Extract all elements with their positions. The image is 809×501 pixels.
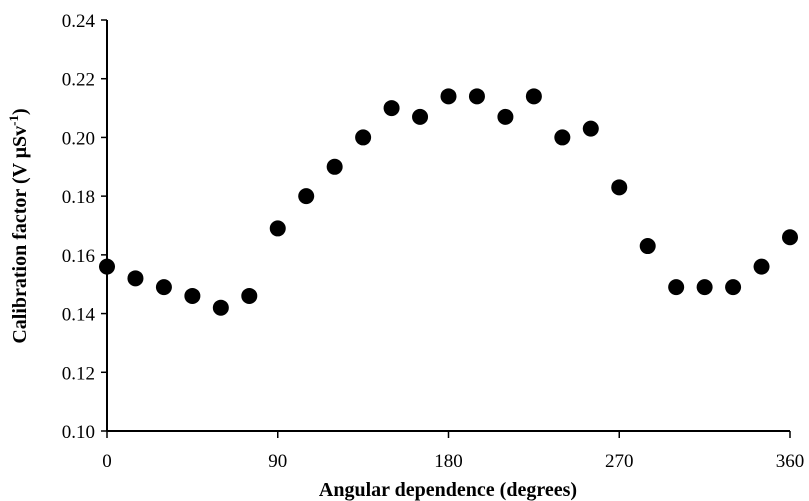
x-tick-label: 90 (268, 451, 287, 472)
data-point (184, 287, 201, 304)
data-point (497, 108, 514, 125)
y-tick-label: 0.10 (62, 422, 95, 443)
y-axis-title-tail: ) (9, 108, 31, 115)
data-point (155, 279, 172, 296)
data-point (639, 238, 656, 255)
data-point (468, 88, 485, 105)
x-tick-label: 0 (102, 451, 112, 472)
data-point (525, 88, 542, 105)
data-point (127, 270, 144, 287)
data-point (212, 299, 229, 316)
y-tick-label: 0.18 (62, 187, 95, 208)
data-point (611, 179, 628, 196)
data-point (668, 279, 685, 296)
y-ticks: 0.10 0.12 0.14 0.16 0.18 0.20 0.22 0.24 (62, 11, 107, 443)
y-axis-title: Calibration factor (V μSv-1) (6, 108, 31, 343)
x-tick-label: 360 (776, 451, 805, 472)
y-tick-label: 0.16 (62, 246, 95, 267)
data-point (554, 129, 571, 146)
y-axis-title-sup: -1 (6, 115, 21, 126)
y-axis-title-main: Calibration factor (V μSv (9, 126, 31, 344)
x-ticks: 0 90 180 270 360 (102, 431, 804, 472)
y-tick-label: 0.24 (62, 11, 96, 32)
data-point (298, 188, 315, 205)
x-tick-label: 180 (434, 451, 463, 472)
data-point (582, 120, 599, 137)
plot-area: 0.10 0.12 0.14 0.16 0.18 0.20 0.22 0.24 0 90 180 2… (62, 11, 805, 472)
data-point (782, 229, 798, 246)
data-point (696, 279, 713, 296)
data-point (440, 88, 457, 105)
y-tick-label: 0.14 (62, 305, 96, 326)
data-point (269, 220, 286, 237)
x-axis-title: Angular dependence (degrees) (319, 479, 577, 501)
y-tick-label: 0.12 (62, 363, 95, 384)
data-point (412, 108, 429, 125)
data-points (99, 88, 798, 316)
data-point (355, 129, 372, 146)
y-tick-label: 0.20 (62, 128, 95, 149)
x-tick-label: 270 (605, 451, 634, 472)
data-point (326, 158, 343, 175)
data-point (383, 100, 400, 117)
data-point (99, 258, 115, 275)
y-tick-label: 0.22 (62, 70, 95, 91)
data-point (725, 279, 742, 296)
data-point (241, 287, 258, 304)
data-point (753, 258, 770, 275)
